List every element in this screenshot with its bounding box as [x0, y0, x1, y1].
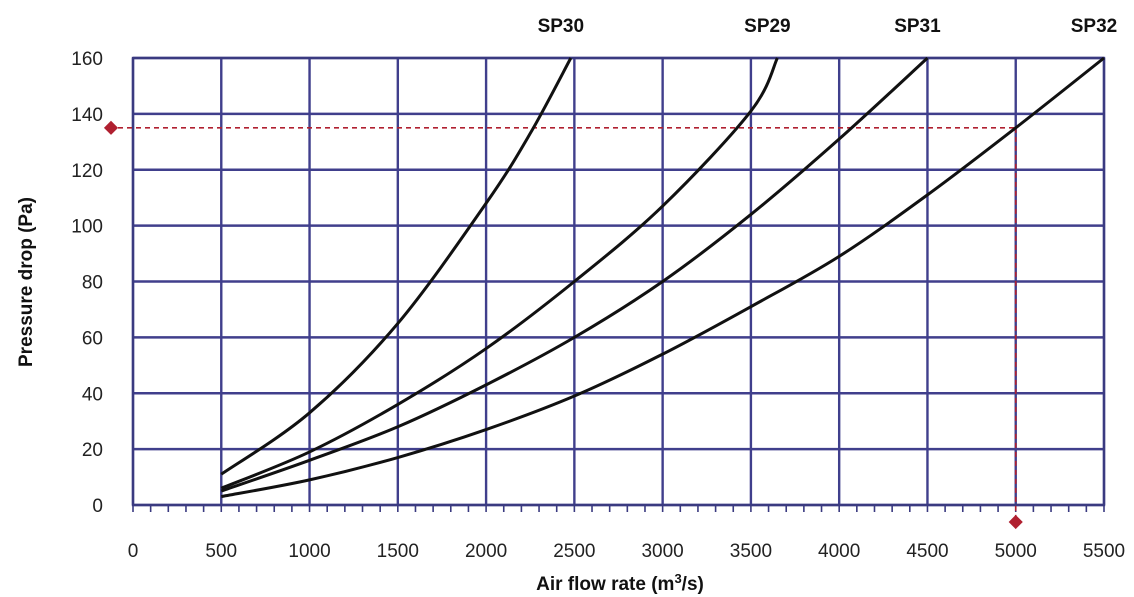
x-tick-labels: 0 500 1000 1500 2000 2500 3000 3500 4000 4500 5000…: [128, 541, 1125, 562]
series-line-sp30: [220, 57, 573, 476]
reference-lines: [103, 120, 1023, 530]
x-axis-title: Air flow rate (m3/s): [536, 571, 704, 596]
x-tick-label: 2000: [465, 541, 507, 562]
series-line-sp29: [220, 57, 779, 490]
series-label-sp32: SP32: [1071, 16, 1117, 37]
y-tick-label: 80: [82, 273, 103, 294]
x-tick-label: 3500: [730, 541, 772, 562]
reference-marker-x: [1008, 514, 1023, 530]
x-minor-ticks: [132, 505, 1105, 512]
y-tick-label: 20: [82, 440, 103, 461]
x-tick-label: 500: [205, 541, 237, 562]
y-tick-label: 160: [71, 49, 103, 70]
x-tick-label: 4000: [818, 541, 860, 562]
reference-marker-y: [103, 120, 119, 135]
y-tick-label: 0: [92, 496, 103, 517]
chart-grid: [131, 56, 1106, 507]
x-tick-label: 2500: [553, 541, 595, 562]
series-label-sp29: SP29: [744, 16, 790, 37]
series-lines: [220, 56, 1105, 499]
x-tick-label: 0: [128, 541, 139, 562]
x-tick-label: 1000: [288, 541, 330, 562]
x-tick-label: 4500: [906, 541, 948, 562]
y-tick-label: 40: [82, 384, 103, 405]
plot-frame: [131, 56, 1106, 507]
y-tick-labels: 0 20 40 60 80 100 120 140 160: [71, 49, 103, 517]
series-label-sp30: SP30: [538, 16, 584, 37]
series-label-sp31: SP31: [894, 16, 941, 37]
y-axis-title: Pressure drop (Pa): [16, 197, 37, 367]
y-tick-label: 120: [71, 161, 103, 182]
series-line-sp31: [220, 56, 929, 493]
x-tick-label: 1500: [377, 541, 419, 562]
series-labels: SP30 SP29 SP31 SP32: [538, 16, 1118, 37]
series-line-sp32: [220, 56, 1105, 499]
y-tick-label: 140: [71, 105, 103, 126]
y-tick-label: 60: [82, 328, 103, 349]
x-tick-label: 3000: [641, 541, 683, 562]
x-tick-label: 5500: [1083, 541, 1125, 562]
y-tick-label: 100: [71, 217, 103, 238]
x-tick-label: 5000: [995, 541, 1037, 562]
